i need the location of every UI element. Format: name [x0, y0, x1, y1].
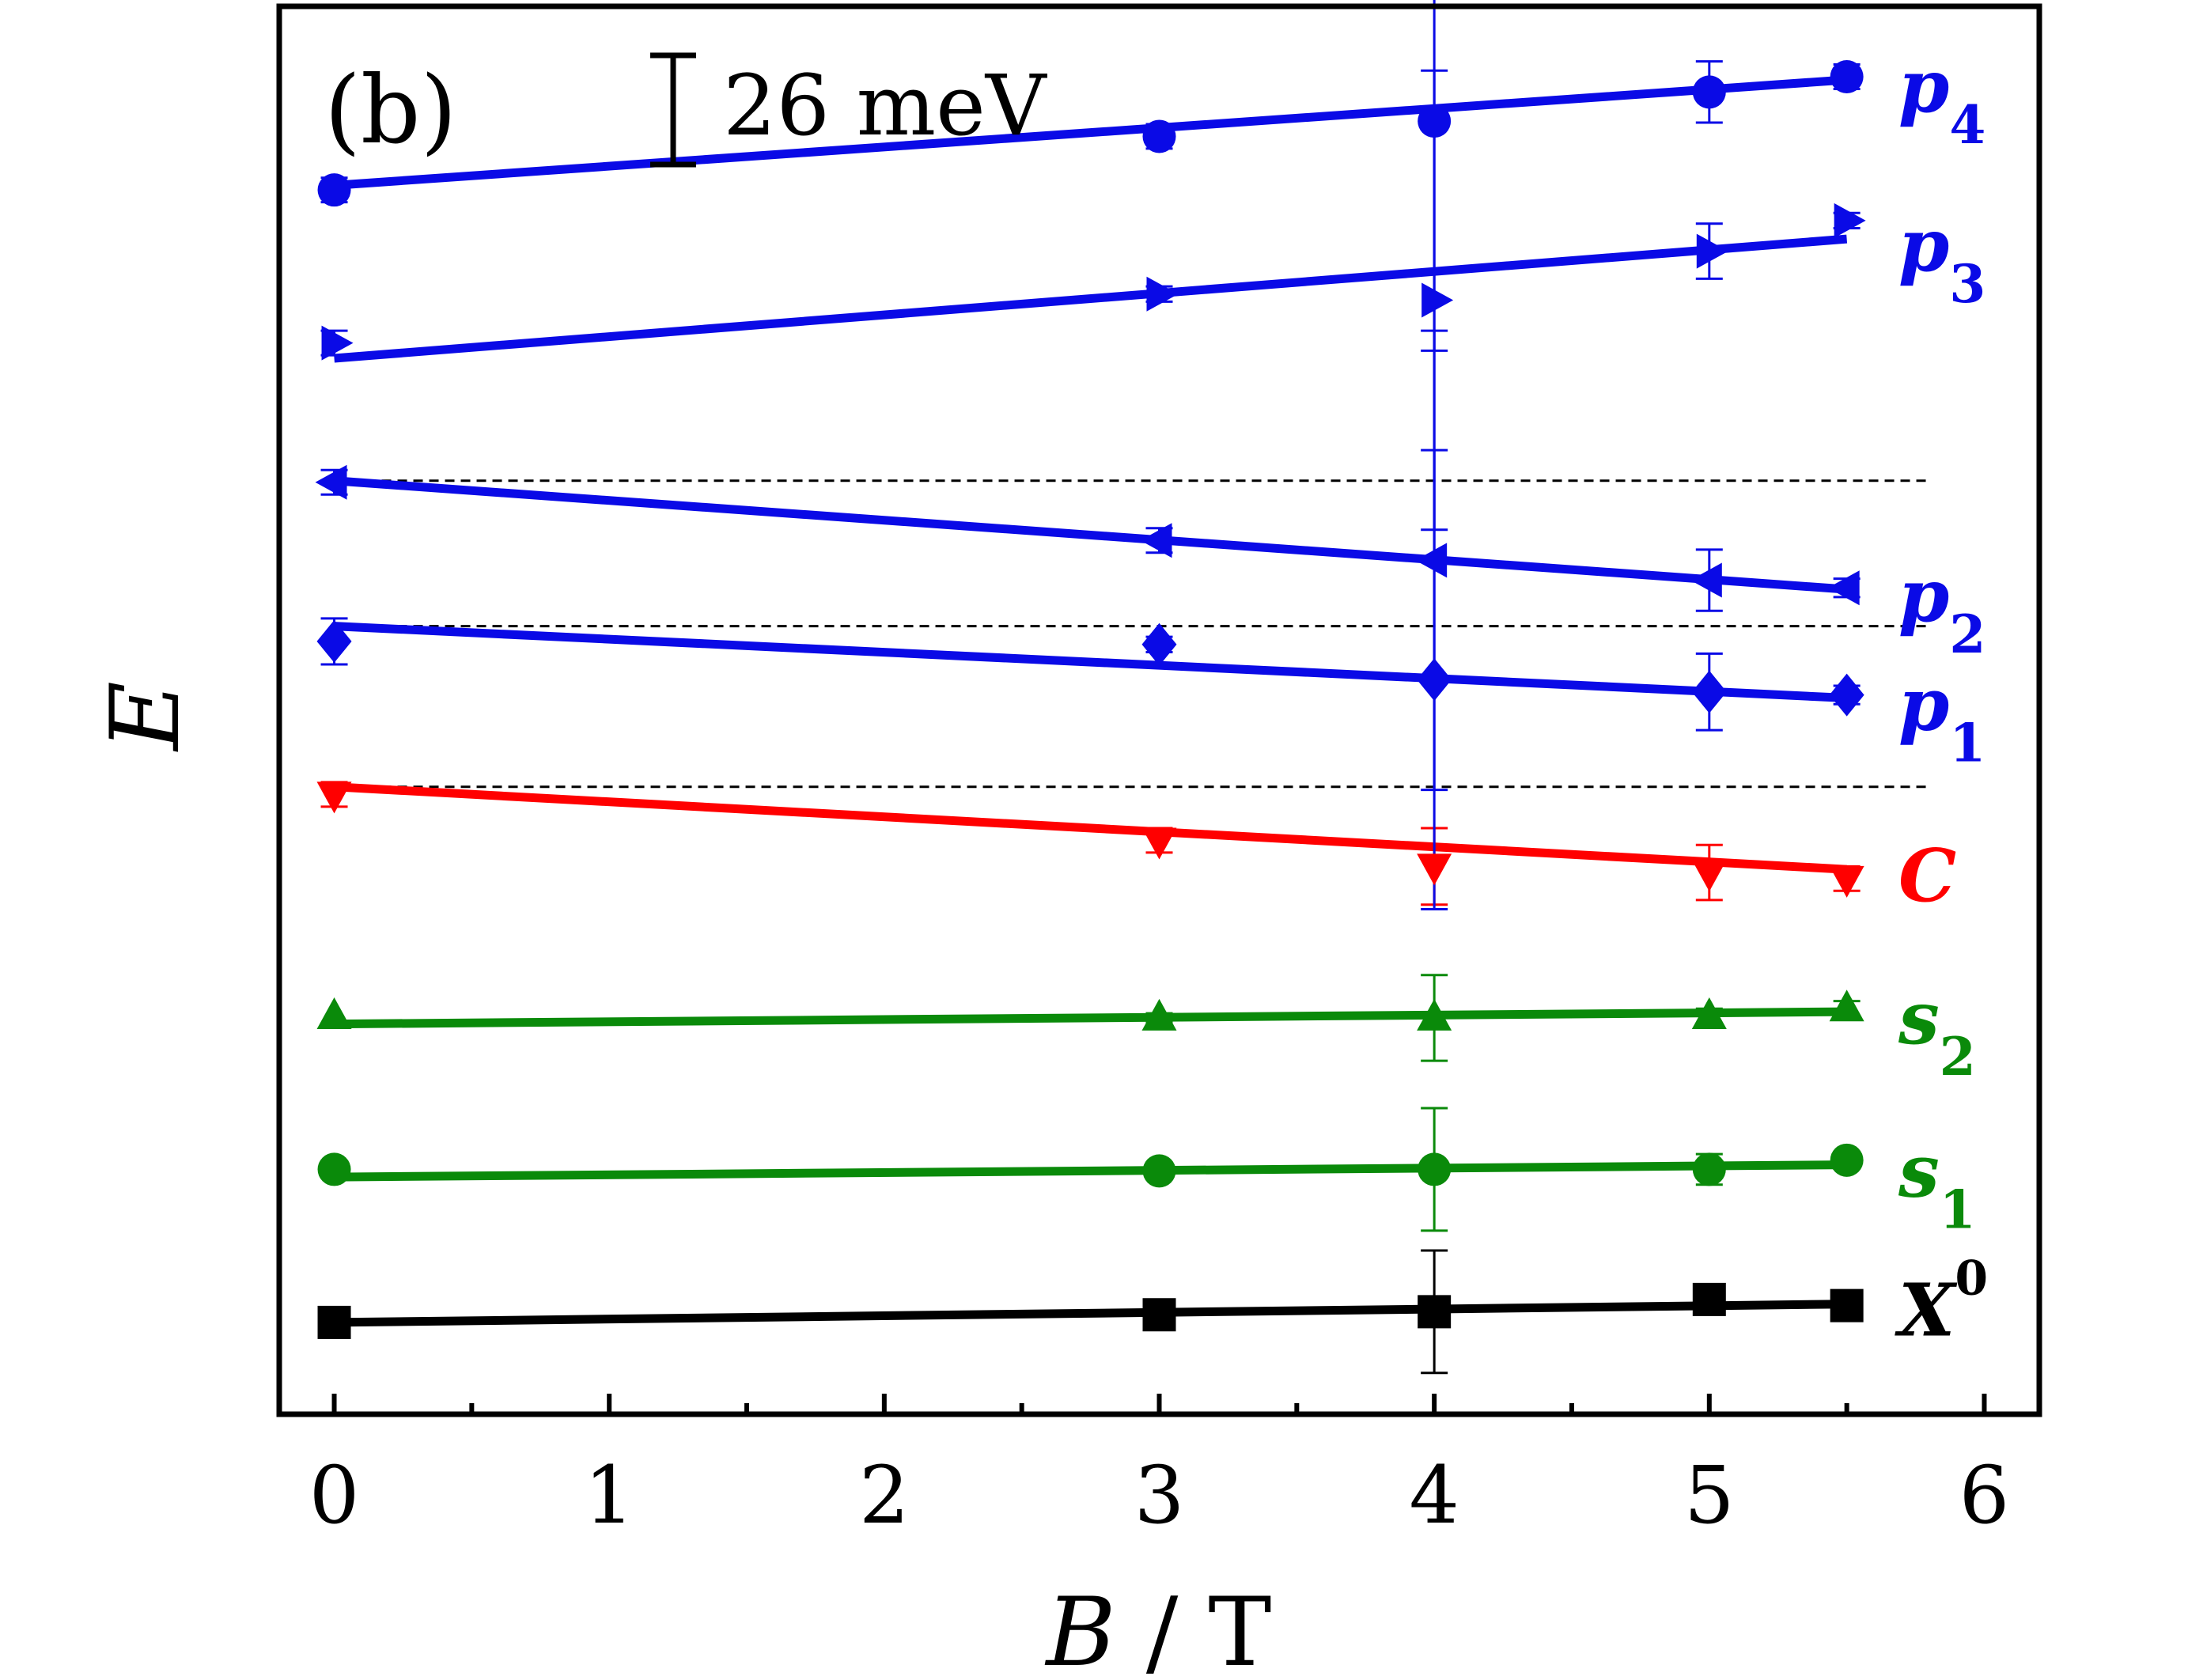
- y-axis-label: E: [91, 681, 201, 752]
- data-point-p2: [1415, 543, 1448, 578]
- data-point-p4: [1830, 60, 1864, 93]
- data-point-c: [1829, 865, 1864, 898]
- x-tick-label: 6: [1959, 1449, 2010, 1542]
- data-point-s2: [1141, 998, 1177, 1031]
- data-point-p4: [317, 173, 351, 207]
- data-point-s1: [1142, 1154, 1176, 1188]
- fit-line-p2: [334, 476, 1848, 594]
- data-point-c: [1141, 827, 1177, 860]
- data-point-p3: [1696, 233, 1728, 269]
- data-point-p3: [1421, 282, 1454, 318]
- x-axis-variable: B: [1045, 1578, 1116, 1680]
- scale-bar: [650, 52, 696, 168]
- x-tick-labels: 0 1 2 3 4 5 6: [309, 1449, 2010, 1542]
- reference-lines: [334, 479, 1929, 789]
- series-label-s2: s2: [1898, 975, 1976, 1088]
- data-point-x0: [1830, 1288, 1864, 1322]
- data-point-c: [1417, 853, 1452, 886]
- data-markers: [315, 60, 1866, 1339]
- series-label-main: p: [1898, 553, 1949, 638]
- data-point-s1: [1830, 1143, 1864, 1177]
- data-point-s2: [316, 997, 352, 1029]
- data-point-p2: [1827, 570, 1860, 606]
- data-point-p3: [321, 325, 354, 361]
- fit-lines: [334, 75, 1848, 1327]
- fit-line-x0: [334, 1300, 1847, 1327]
- data-point-p1: [1417, 658, 1452, 702]
- data-point-x0: [1418, 1295, 1452, 1329]
- fit-line-p4: [334, 75, 1848, 190]
- data-point-x0: [317, 1305, 351, 1339]
- x-axis-label: B / T: [1045, 1578, 1272, 1680]
- fit-line-p3: [334, 234, 1848, 363]
- data-point-p2: [1690, 562, 1722, 598]
- data-point-x0: [1142, 1298, 1176, 1332]
- data-point-p3: [1146, 276, 1179, 312]
- series-label-main: s: [1898, 975, 1940, 1061]
- fit-line-s2: [334, 1007, 1847, 1029]
- x-tick-label: 5: [1684, 1449, 1735, 1542]
- data-point-p2: [315, 464, 347, 500]
- series-label-subscript: 3: [1949, 253, 1985, 315]
- data-point-p1: [1829, 673, 1864, 717]
- series-label-main: X: [1895, 1268, 1958, 1353]
- data-point-s2: [1691, 997, 1727, 1029]
- series-label-p4: p4: [1898, 44, 1985, 156]
- data-point-p4: [1142, 119, 1176, 153]
- series-label-main: p: [1898, 44, 1949, 129]
- data-point-x0: [1692, 1282, 1726, 1316]
- data-point-p3: [1834, 202, 1866, 238]
- series-label-main: p: [1898, 662, 1949, 747]
- series-label-main: C: [1898, 833, 1956, 918]
- panel-label: (b): [324, 55, 457, 165]
- data-point-c: [316, 781, 352, 814]
- series-label-subscript: 1: [1940, 1179, 1976, 1241]
- data-point-s2: [1829, 989, 1864, 1022]
- series-label-subscript: 4: [1949, 94, 1985, 156]
- series-label-subscript: 1: [1949, 713, 1985, 774]
- data-point-p2: [1140, 523, 1172, 558]
- series-label-p1: p1: [1898, 662, 1985, 774]
- series-label-subscript: 2: [1940, 1026, 1976, 1088]
- data-point-p1: [316, 619, 352, 663]
- x-axis-slash: /: [1116, 1578, 1209, 1680]
- x-axis-ticks: [331, 1394, 1987, 1414]
- data-point-c: [1691, 860, 1727, 892]
- x-tick-label: 4: [1409, 1449, 1459, 1542]
- x-tick-label: 2: [859, 1449, 910, 1542]
- data-point-p1: [1691, 670, 1727, 713]
- x-tick-label: 1: [584, 1449, 634, 1542]
- x-tick-label: 3: [1134, 1449, 1185, 1542]
- data-point-p4: [1692, 75, 1726, 109]
- data-point-p4: [1418, 104, 1452, 138]
- series-label-p2: p2: [1898, 553, 1985, 665]
- fit-line-s1: [334, 1160, 1847, 1182]
- data-point-p1: [1141, 622, 1177, 666]
- data-point-s1: [1418, 1152, 1452, 1186]
- fit-line-c: [334, 782, 1847, 874]
- series-label-subscript: 2: [1949, 604, 1985, 665]
- series-label-p3: p3: [1898, 202, 1985, 315]
- series-label-c: C: [1898, 833, 1956, 918]
- series-label-s1: s1: [1898, 1129, 1976, 1241]
- fit-line-p1: [334, 622, 1847, 703]
- series-label-main: p: [1898, 202, 1949, 288]
- x-tick-label: 0: [309, 1449, 360, 1542]
- data-point-s2: [1417, 998, 1452, 1031]
- data-point-s1: [1692, 1152, 1726, 1186]
- series-label-x0: X0: [1895, 1251, 1988, 1353]
- series-label-main: s: [1898, 1129, 1940, 1214]
- series-label-superscript: 0: [1955, 1251, 1988, 1307]
- plot-frame: [276, 3, 2042, 1417]
- data-point-s1: [317, 1152, 351, 1186]
- scale-bar-label: 26 meV: [723, 57, 1048, 154]
- x-axis-unit: T: [1208, 1578, 1271, 1680]
